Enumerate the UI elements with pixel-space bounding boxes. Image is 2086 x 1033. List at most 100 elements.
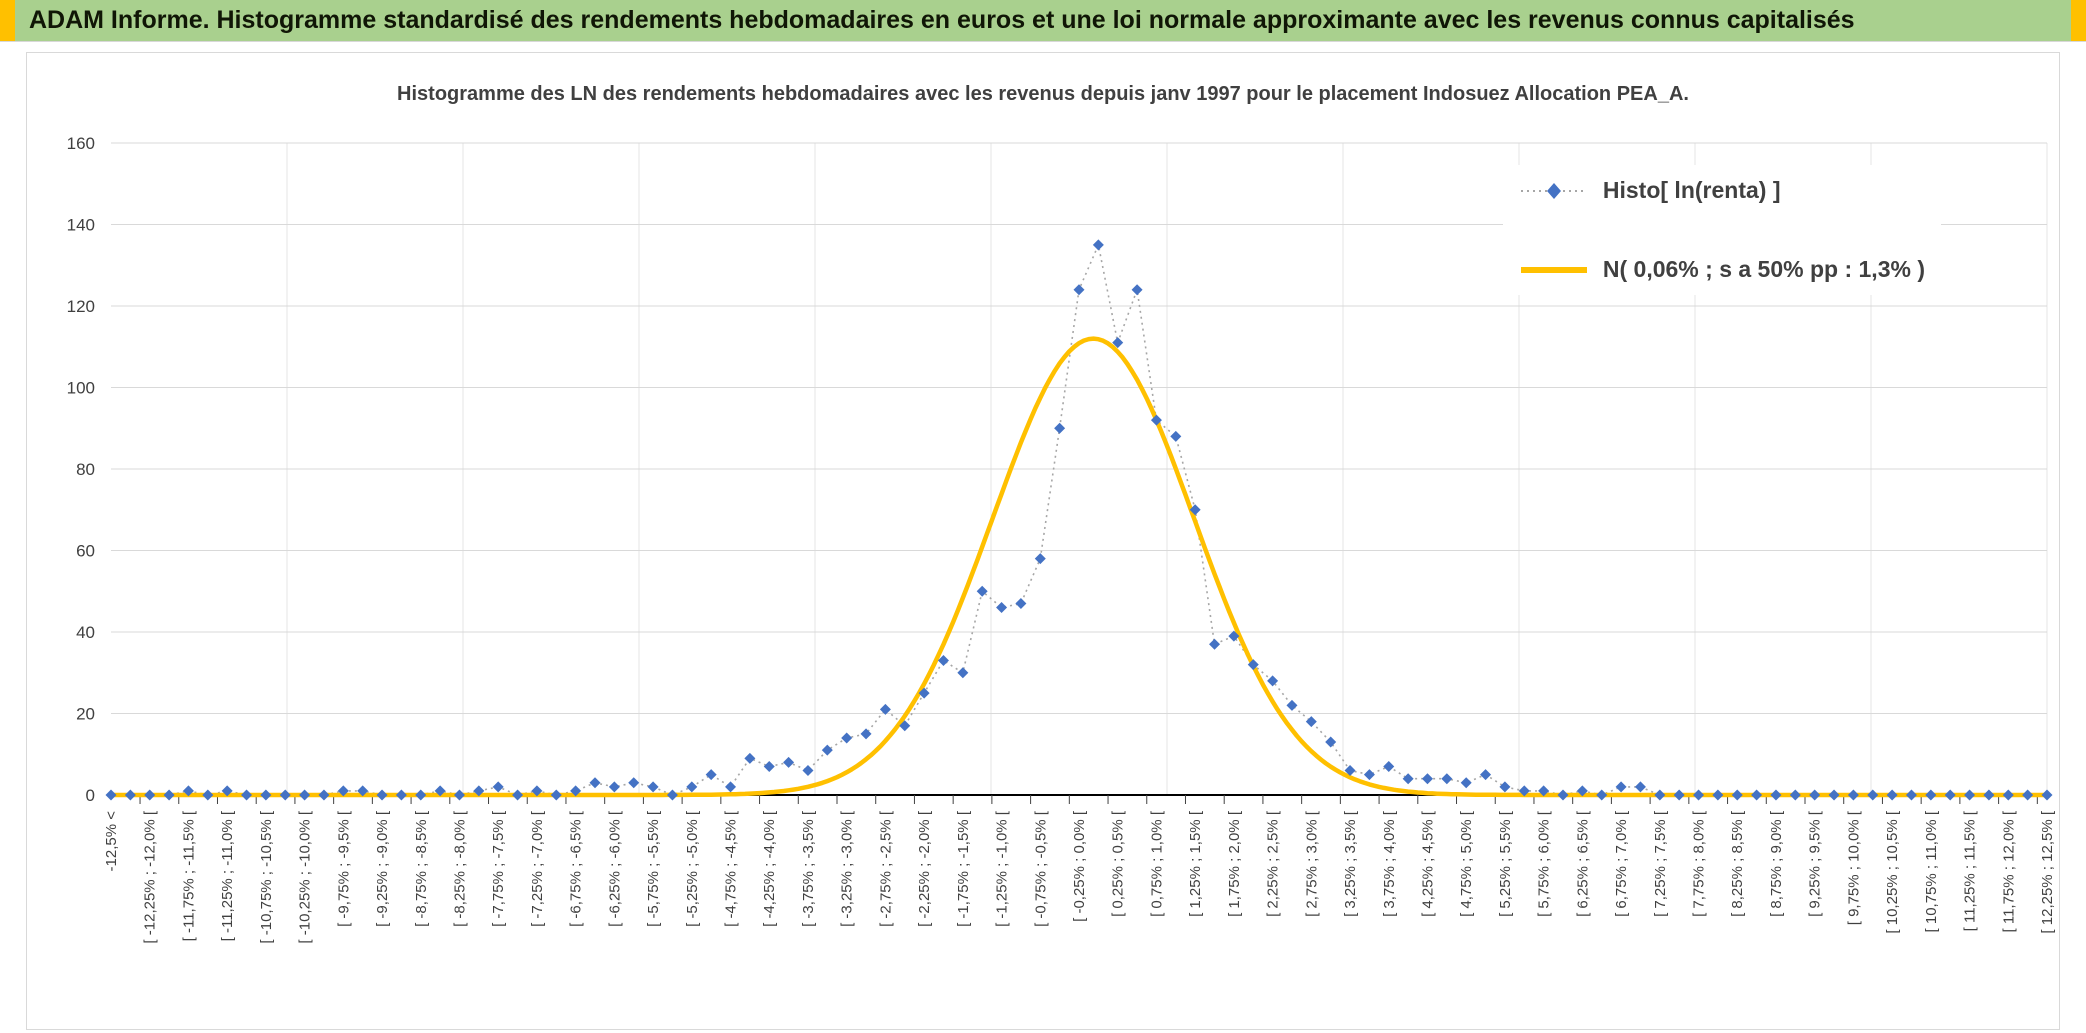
histogram-marker bbox=[686, 781, 698, 793]
histogram-marker bbox=[241, 789, 253, 801]
histogram-marker bbox=[1944, 789, 1956, 801]
normal-legend-swatch bbox=[1520, 266, 1587, 273]
histogram-marker bbox=[1886, 789, 1898, 801]
legend-label-normal: N( 0,06% ; s a 50% pp : 1,3% ) bbox=[1602, 256, 1925, 282]
histogram-marker bbox=[492, 781, 504, 793]
histogram-marker bbox=[821, 744, 833, 756]
svg-text:[ -5,25% ; -5,0% [: [ -5,25% ; -5,0% [ bbox=[684, 810, 701, 927]
legend-item-histogram[interactable]: Histo[ ln(renta) ] bbox=[1519, 177, 1925, 204]
svg-text:[ -12,25% ; -12,0% [: [ -12,25% ; -12,0% [ bbox=[142, 810, 159, 943]
histogram-marker bbox=[415, 789, 427, 801]
histogram-marker bbox=[1150, 414, 1162, 426]
svg-text:40: 40 bbox=[76, 623, 95, 642]
histogram-marker bbox=[1576, 785, 1588, 797]
histogram-marker bbox=[2041, 789, 2053, 801]
top-left-accent bbox=[0, 0, 15, 41]
legend-item-normal[interactable]: N( 0,06% ; s a 50% pp : 1,3% ) bbox=[1519, 256, 1925, 283]
histogram-marker bbox=[1402, 773, 1414, 785]
histogram-marker bbox=[1712, 789, 1724, 801]
svg-text:[ 1,75% ; 2,0% [: [ 1,75% ; 2,0% [ bbox=[1226, 810, 1243, 917]
svg-text:[ 2,25% ; 2,5% [: [ 2,25% ; 2,5% [ bbox=[1265, 810, 1282, 917]
svg-text:[ 5,25% ; 5,5% [: [ 5,25% ; 5,5% [ bbox=[1497, 810, 1514, 917]
chart-plot[interactable]: 0 20 40 60 80 100 120 140 160 -12,5% < [ -12,25% ;… bbox=[27, 53, 2059, 1029]
svg-text:[ 8,25% ; 8,5% [: [ 8,25% ; 8,5% [ bbox=[1729, 810, 1746, 917]
histogram-marker bbox=[550, 789, 562, 801]
histogram-marker bbox=[1286, 699, 1298, 711]
svg-text:[ 4,25% ; 4,5% [: [ 4,25% ; 4,5% [ bbox=[1419, 810, 1436, 917]
header-bar: ADAM Informe. Histogramme standardisé de… bbox=[15, 0, 2071, 41]
svg-text:[ -6,25% ; -6,0% [: [ -6,25% ; -6,0% [ bbox=[606, 810, 623, 927]
histogram-marker bbox=[1809, 789, 1821, 801]
histogram-marker bbox=[628, 777, 640, 789]
histogram-connector-line bbox=[111, 242, 2047, 796]
svg-text:[ 4,75% ; 5,0% [: [ 4,75% ; 5,0% [ bbox=[1458, 810, 1475, 917]
histogram-marker bbox=[879, 703, 891, 715]
histogram-marker bbox=[1751, 789, 1763, 801]
legend-label-histogram: Histo[ ln(renta) ] bbox=[1602, 177, 1781, 203]
histogram-marker bbox=[279, 789, 291, 801]
svg-text:[ -0,25% ; 0,0% [: [ -0,25% ; 0,0% [ bbox=[1071, 810, 1088, 922]
x-axis-labels: -12,5% < [ -12,25% ; -12,0% [[ -11,75% ; … bbox=[103, 810, 2056, 943]
svg-text:0: 0 bbox=[86, 786, 95, 805]
svg-text:[ -10,25% ; -10,0% [: [ -10,25% ; -10,0% [ bbox=[297, 810, 314, 943]
gridlines bbox=[111, 142, 2048, 795]
histogram-marker bbox=[260, 789, 272, 801]
histogram-marker bbox=[1383, 760, 1395, 772]
svg-text:100: 100 bbox=[67, 379, 95, 398]
svg-text:[ 10,75% ; 11,0% [: [ 10,75% ; 11,0% [ bbox=[1923, 810, 1940, 932]
histogram-marker bbox=[2002, 789, 2014, 801]
chart-legend: Histo[ ln(renta) ] N( 0,06% ; s a 50% pp… bbox=[1502, 165, 1941, 295]
histogram-series bbox=[105, 239, 2053, 801]
svg-text:[ 5,75% ; 6,0% [: [ 5,75% ; 6,0% [ bbox=[1536, 810, 1553, 917]
histogram-marker bbox=[1054, 422, 1066, 434]
histogram-marker bbox=[608, 781, 620, 793]
histogram-marker bbox=[453, 789, 465, 801]
histogram-marker bbox=[1228, 630, 1240, 642]
histogram-marker bbox=[1441, 773, 1453, 785]
histogram-marker bbox=[647, 781, 659, 793]
svg-text:[ -11,25% ; -11,0% [: [ -11,25% ; -11,0% [ bbox=[219, 810, 236, 941]
histogram-marker bbox=[899, 720, 911, 732]
chart-area[interactable]: Histogramme des LN des rendements hebdom… bbox=[26, 52, 2060, 1030]
normal-curve-series bbox=[108, 336, 2050, 798]
histogram-marker bbox=[1905, 789, 1917, 801]
svg-text:[ -0,75% ; -0,5% [: [ -0,75% ; -0,5% [ bbox=[1032, 810, 1049, 927]
histogram-marker bbox=[1267, 675, 1279, 687]
histogram-marker bbox=[1770, 789, 1782, 801]
histogram-marker bbox=[1847, 789, 1859, 801]
histogram-marker bbox=[666, 789, 678, 801]
diamond-marker-icon bbox=[1546, 182, 1561, 199]
svg-text:[ 0,25% ; 0,5% [: [ 0,25% ; 0,5% [ bbox=[1110, 810, 1127, 917]
histogram-marker bbox=[1325, 736, 1337, 748]
histogram-marker bbox=[783, 756, 795, 768]
svg-text:[ 3,25% ; 3,5% [: [ 3,25% ; 3,5% [ bbox=[1342, 810, 1359, 917]
histogram-marker bbox=[221, 785, 233, 797]
svg-text:[ -10,75% ; -10,5% [: [ -10,75% ; -10,5% [ bbox=[258, 810, 275, 943]
histogram-marker bbox=[570, 785, 582, 797]
histogram-marker bbox=[531, 785, 543, 797]
svg-text:[ -2,75% ; -2,5% [: [ -2,75% ; -2,5% [ bbox=[877, 810, 894, 927]
histogram-marker bbox=[1634, 781, 1646, 793]
header-title: ADAM Informe. Histogramme standardisé de… bbox=[29, 6, 1855, 34]
histogram-marker bbox=[357, 785, 369, 797]
histogram-marker bbox=[1654, 789, 1666, 801]
histogram-marker bbox=[163, 789, 175, 801]
histogram-marker bbox=[1170, 430, 1182, 442]
chart-title: Histogramme des LN des rendements hebdom… bbox=[397, 83, 1689, 105]
histogram-marker bbox=[1731, 789, 1743, 801]
histogram-marker bbox=[318, 789, 330, 801]
histogram-marker bbox=[1557, 789, 1569, 801]
histogram-marker bbox=[1828, 789, 1840, 801]
histogram-marker bbox=[918, 687, 930, 699]
svg-text:[ 6,75% ; 7,0% [: [ 6,75% ; 7,0% [ bbox=[1613, 810, 1630, 917]
svg-text:[ 11,25% ; 11,5% [: [ 11,25% ; 11,5% [ bbox=[1962, 810, 1979, 931]
histogram-marker bbox=[976, 585, 988, 597]
histogram-marker bbox=[1460, 777, 1472, 789]
histogram-marker bbox=[1073, 284, 1085, 296]
svg-text:[ -8,25% ; -8,0% [: [ -8,25% ; -8,0% [ bbox=[451, 810, 468, 927]
histogram-marker bbox=[1131, 284, 1143, 296]
histogram-marker bbox=[1112, 337, 1124, 349]
svg-text:[ 7,25% ; 7,5% [: [ 7,25% ; 7,5% [ bbox=[1652, 810, 1669, 917]
histogram-marker bbox=[1596, 789, 1608, 801]
svg-text:[ 9,25% ; 9,5% [: [ 9,25% ; 9,5% [ bbox=[1807, 810, 1824, 917]
